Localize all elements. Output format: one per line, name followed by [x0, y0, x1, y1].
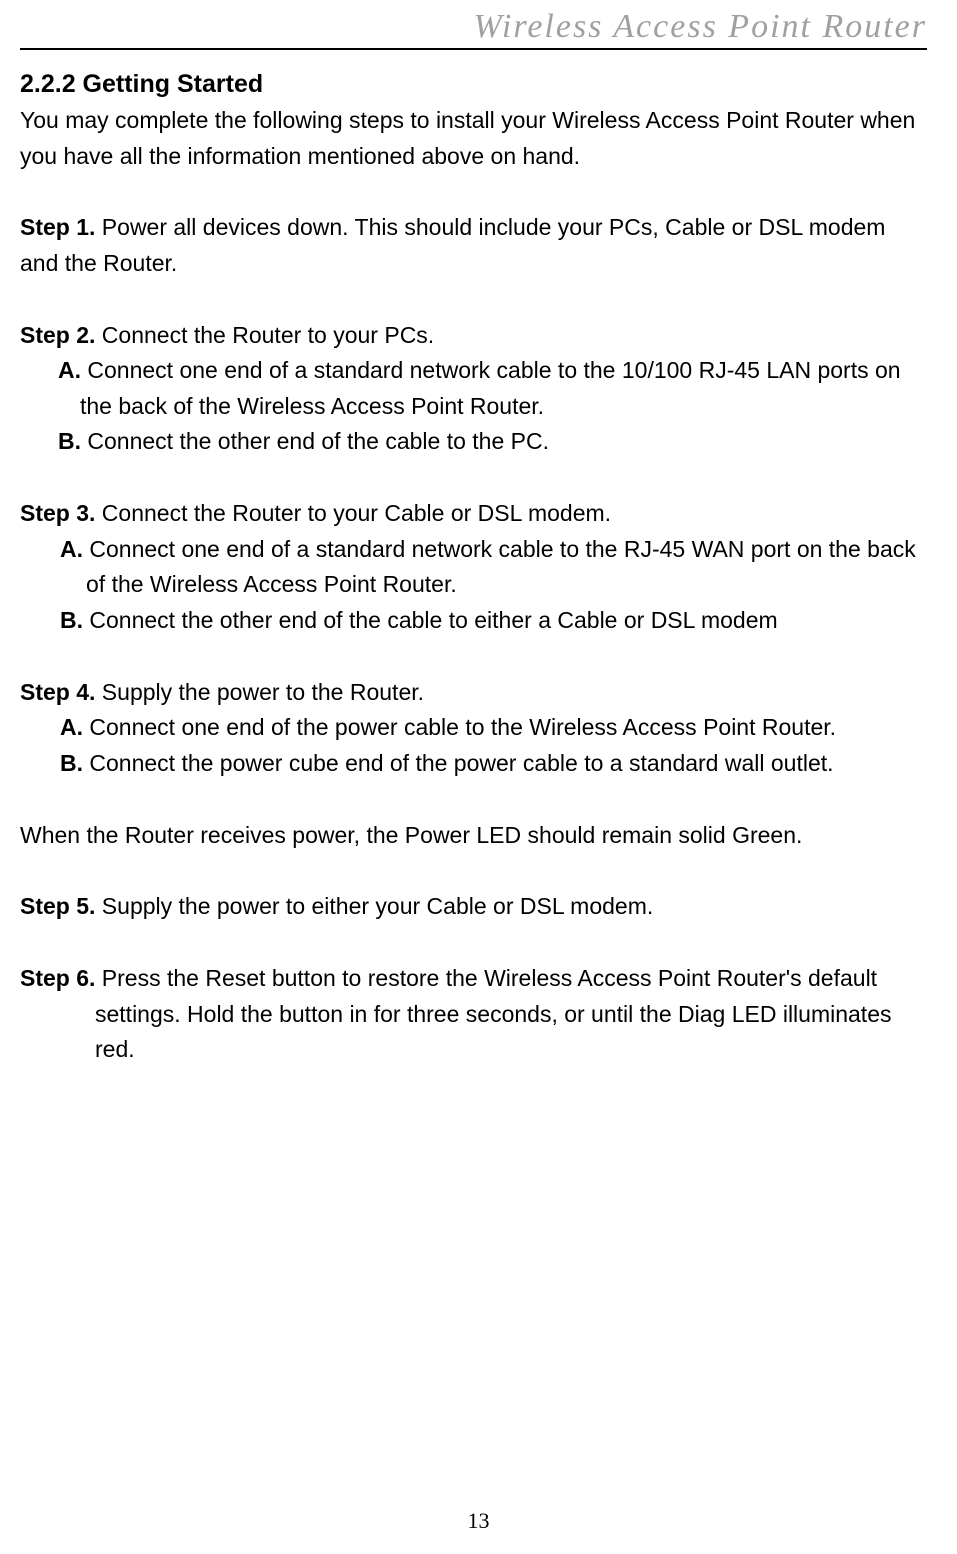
step-3a-label: A.: [60, 536, 83, 562]
step-5-text: Supply the power to either your Cable or…: [95, 893, 653, 919]
header-container: Wireless Access Point Router: [20, 8, 927, 50]
step-6-label: Step 6.: [20, 965, 95, 991]
step-6-continuation: settings. Hold the button in for three s…: [20, 997, 927, 1068]
step-3b-text: Connect the other end of the cable to ei…: [83, 607, 778, 633]
step-2-label: Step 2.: [20, 322, 95, 348]
step-4b: B. Connect the power cube end of the pow…: [20, 746, 927, 782]
step-2a: A. Connect one end of a standard network…: [20, 353, 927, 424]
step-3a: A. Connect one end of a standard network…: [20, 532, 927, 603]
step-1-label: Step 1.: [20, 214, 95, 240]
step-4a: A. Connect one end of the power cable to…: [20, 710, 927, 746]
step-6: Step 6. Press the Reset button to restor…: [20, 961, 927, 997]
step-4-text: Supply the power to the Router.: [95, 679, 424, 705]
power-note: When the Router receives power, the Powe…: [20, 818, 927, 854]
section-heading: 2.2.2 Getting Started: [20, 70, 927, 99]
header-title: Wireless Access Point Router: [473, 8, 927, 45]
step-3b-label: B.: [60, 607, 83, 633]
step-1-text: Power all devices down. This should incl…: [20, 214, 885, 276]
step-2a-text: Connect one end of a standard network ca…: [80, 357, 901, 419]
step-3b: B. Connect the other end of the cable to…: [20, 603, 927, 639]
step-2b: B. Connect the other end of the cable to…: [20, 424, 927, 460]
step-3-label: Step 3.: [20, 500, 95, 526]
document-page: Wireless Access Point Router 2.2.2 Getti…: [0, 8, 957, 1068]
step-4: Step 4. Supply the power to the Router.: [20, 675, 927, 711]
step-3-text: Connect the Router to your Cable or DSL …: [95, 500, 611, 526]
page-number: 13: [0, 1508, 957, 1534]
step-4b-label: B.: [60, 750, 83, 776]
step-2-text: Connect the Router to your PCs.: [95, 322, 434, 348]
step-1: Step 1. Power all devices down. This sho…: [20, 210, 927, 281]
step-6-text: Press the Reset button to restore the Wi…: [95, 965, 877, 991]
step-4b-text: Connect the power cube end of the power …: [83, 750, 834, 776]
step-2b-label: B.: [58, 428, 81, 454]
step-3a-text: Connect one end of a standard network ca…: [83, 536, 916, 598]
step-4a-text: Connect one end of the power cable to th…: [83, 714, 836, 740]
step-5: Step 5. Supply the power to either your …: [20, 889, 927, 925]
step-4-label: Step 4.: [20, 679, 95, 705]
step-5-label: Step 5.: [20, 893, 95, 919]
step-2a-label: A.: [58, 357, 81, 383]
step-2: Step 2. Connect the Router to your PCs.: [20, 318, 927, 354]
step-4a-label: A.: [60, 714, 83, 740]
step-3: Step 3. Connect the Router to your Cable…: [20, 496, 927, 532]
step-2b-text: Connect the other end of the cable to th…: [81, 428, 549, 454]
intro-paragraph: You may complete the following steps to …: [20, 103, 927, 174]
